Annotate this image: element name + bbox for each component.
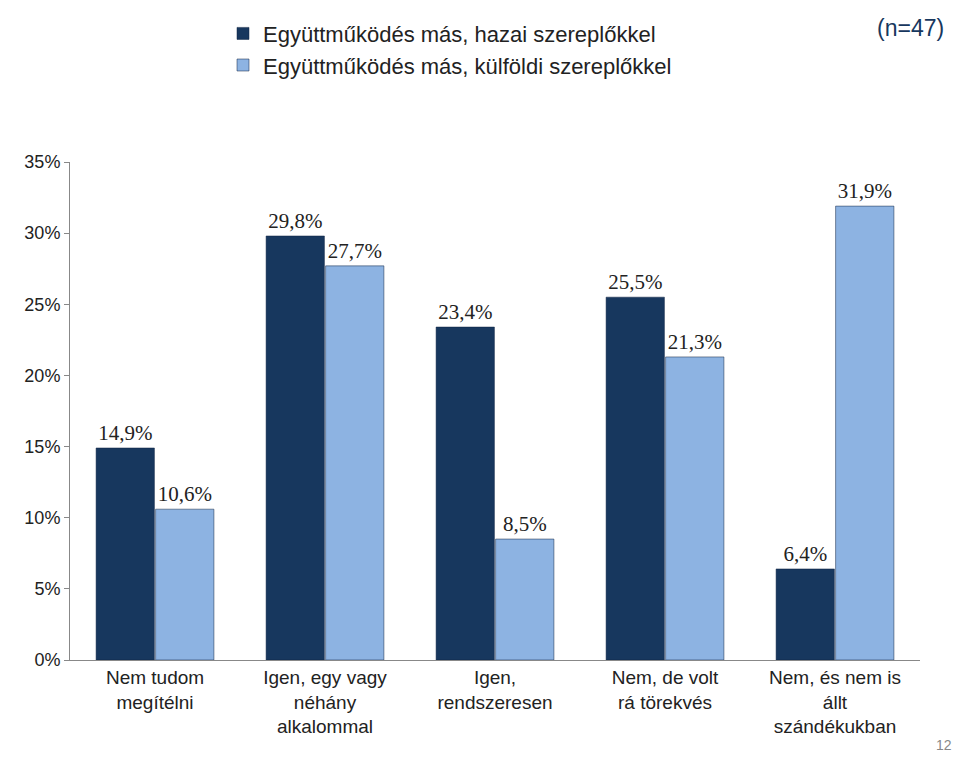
svg-text:21,3%: 21,3% (668, 330, 722, 354)
svg-text:Nem, de voltrá törekvés: Nem, de voltrá törekvés (612, 667, 719, 713)
svg-text:27,7%: 27,7% (328, 239, 382, 263)
svg-text:14,9%: 14,9% (98, 421, 152, 445)
svg-text:10,6%: 10,6% (158, 482, 212, 506)
svg-text:6,4%: 6,4% (783, 542, 827, 566)
svg-text:Igen, egy vagynéhányalkalommal: Igen, egy vagynéhányalkalommal (263, 667, 387, 737)
svg-text:31,9%: 31,9% (838, 179, 892, 203)
svg-text:5%: 5% (34, 579, 60, 599)
svg-text:25%: 25% (24, 295, 60, 315)
svg-text:12: 12 (936, 737, 952, 753)
svg-text:29,8%: 29,8% (268, 209, 322, 233)
svg-text:23,4%: 23,4% (438, 300, 492, 324)
svg-text:35%: 35% (24, 152, 60, 172)
svg-text:25,5%: 25,5% (608, 270, 662, 294)
svg-text:30%: 30% (24, 223, 60, 243)
svg-text:Igen,rendszeresen: Igen,rendszeresen (437, 667, 552, 713)
svg-text:8,5%: 8,5% (503, 512, 547, 536)
svg-text:Együttműködés más, külföldi sz: Együttműködés más, külföldi szereplőkkel (263, 54, 671, 79)
svg-text:Együttműködés más, hazai szere: Együttműködés más, hazai szereplőkkel (263, 22, 656, 47)
svg-text:Nem tudommegítélni: Nem tudommegítélni (106, 667, 204, 713)
svg-text:0%: 0% (34, 650, 60, 670)
svg-text:20%: 20% (24, 366, 60, 386)
svg-text:(n=47): (n=47) (877, 15, 944, 41)
svg-text:10%: 10% (24, 508, 60, 528)
svg-text:Nem, és nem isálltszándékukban: Nem, és nem isálltszándékukban (769, 667, 901, 737)
svg-text:15%: 15% (24, 437, 60, 457)
